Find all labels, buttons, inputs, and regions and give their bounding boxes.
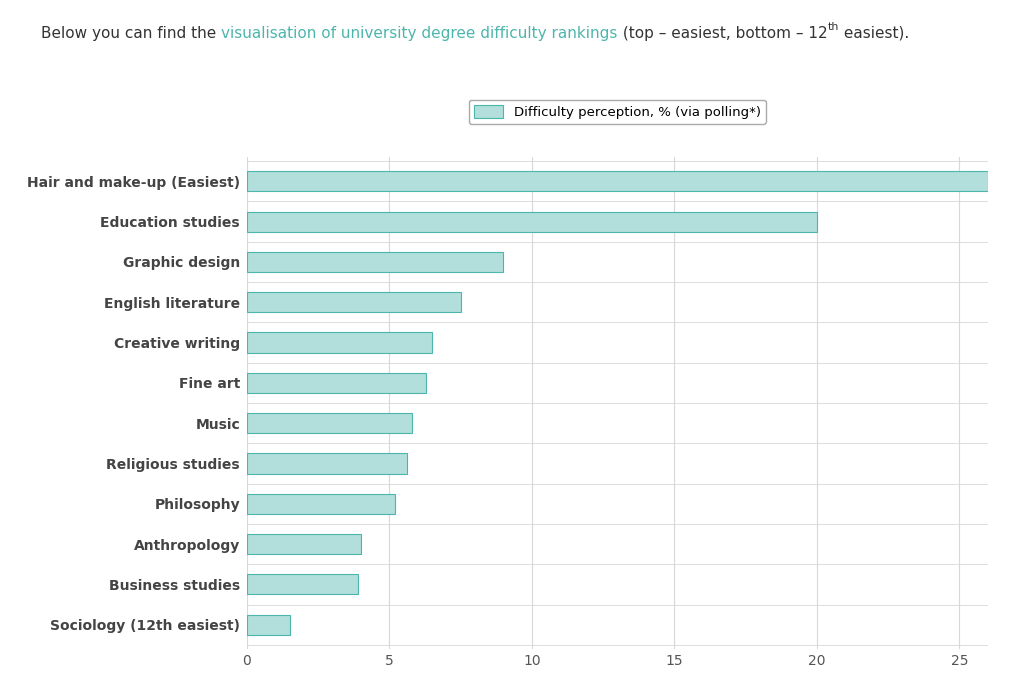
Legend: Difficulty perception, % (via polling*): Difficulty perception, % (via polling*) (469, 100, 766, 124)
Bar (247, 333, 432, 352)
Bar (247, 615, 290, 635)
Text: visualisation of university degree difficulty rankings: visualisation of university degree diffi… (221, 25, 617, 40)
Bar (247, 252, 503, 272)
Bar (247, 494, 395, 514)
Bar (247, 292, 461, 312)
Bar (247, 171, 988, 191)
Bar (247, 373, 426, 393)
Text: Below you can find the: Below you can find the (41, 25, 221, 40)
Text: th: th (827, 22, 839, 32)
Bar (247, 212, 817, 232)
Text: easiest).: easiest). (839, 25, 909, 40)
Bar (247, 574, 358, 594)
Bar (247, 413, 413, 433)
Text: (top – easiest, bottom – 12: (top – easiest, bottom – 12 (617, 25, 827, 40)
Bar (247, 534, 361, 554)
Bar (247, 454, 406, 473)
